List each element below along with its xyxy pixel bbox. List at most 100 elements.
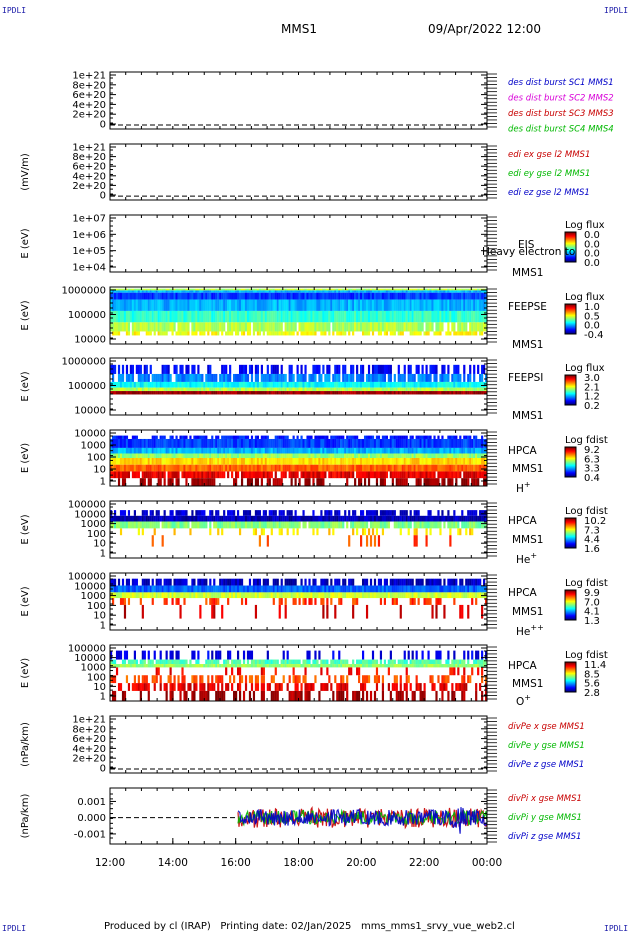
spectrogram-cell (330, 292, 333, 300)
spectrogram-cell (223, 510, 226, 516)
spectrogram-cell (183, 592, 186, 599)
spectrogram-cell (415, 290, 418, 293)
spectrogram-cell (252, 299, 256, 311)
spectrogram-cell (296, 515, 299, 522)
spectrogram-cell (441, 292, 444, 300)
spectrogram-cell (276, 438, 279, 448)
spectrogram-cell (324, 458, 327, 465)
spectrogram-cell (298, 453, 301, 458)
spectrogram-cell (360, 364, 363, 374)
spectrogram-cell (290, 453, 293, 458)
spectrogram-cell (326, 458, 329, 465)
spectrogram-cell (163, 435, 166, 439)
spectrogram-cell (175, 592, 178, 599)
spectrogram-cell (260, 299, 263, 311)
spectrogram-cell (322, 585, 325, 593)
spectrogram-cell (441, 447, 444, 454)
spectrogram-cell (336, 458, 339, 465)
spectrogram-cell (294, 322, 297, 332)
spectrogram-cell (395, 292, 398, 300)
spectrogram-cell (123, 458, 127, 465)
spectrogram-cell (348, 458, 351, 465)
spectrogram-cell (244, 521, 248, 529)
spectrogram-cell (187, 521, 190, 529)
spectrogram-cell (379, 585, 383, 593)
spectrogram-cell (159, 453, 162, 458)
spectrogram-cell (360, 387, 363, 392)
spectrogram-cell (248, 288, 252, 291)
spectrogram-cell (437, 515, 440, 522)
spectrogram-cell (316, 381, 319, 388)
colorbar-cell (565, 242, 576, 244)
spectrogram-cell (383, 464, 386, 472)
spectrogram-cell (133, 438, 136, 448)
spectrogram-cell (268, 453, 271, 458)
spectrogram-cell (385, 471, 388, 479)
spectrogram-cell (217, 290, 220, 293)
spectrogram-cell (274, 578, 277, 586)
spectrogram-cell (453, 435, 456, 439)
spectrogram-cell (201, 438, 204, 448)
spectrogram-cell (399, 453, 402, 458)
spectrogram-cell (401, 458, 404, 465)
spectrogram-cell (423, 381, 426, 388)
spectrogram-cell (284, 435, 287, 439)
spectrogram-cell (121, 290, 125, 293)
spectrogram-cell (296, 453, 299, 458)
spectrogram-cell (437, 510, 440, 516)
spectrogram-cell (284, 604, 287, 619)
spectrogram-cell (195, 478, 198, 486)
spectrogram-cell (125, 292, 129, 300)
spectrogram-cell (185, 288, 188, 291)
spectrogram-cell (111, 381, 115, 388)
spectrogram-cell (235, 447, 238, 454)
spectrogram-cell (236, 438, 240, 448)
spectrogram-cell (286, 391, 289, 395)
spectrogram-cell (334, 464, 337, 472)
spectrogram-cell (274, 435, 277, 439)
spectrogram-cell (441, 381, 444, 388)
spectrogram-cell (455, 387, 458, 392)
spectrogram-cell (256, 288, 260, 291)
spectrogram-cell (411, 438, 414, 448)
spectrogram-cell (203, 391, 206, 395)
spectrogram-cell (125, 331, 129, 336)
spectrogram-cell (179, 515, 182, 522)
spectrogram-cell (155, 447, 158, 454)
spectrogram-cell (260, 471, 263, 479)
spectrogram-cell (147, 290, 150, 293)
spectrogram-cell (433, 292, 436, 300)
spectrogram-cell (294, 288, 297, 291)
spectrogram-cell (361, 510, 365, 516)
spectrogram-cell (165, 373, 168, 382)
spectrogram-cell (377, 435, 381, 439)
spectrogram-cell (435, 453, 438, 458)
spectrogram-cell (286, 387, 289, 392)
spectrogram-cell (320, 292, 323, 300)
spectrogram-cell (173, 578, 176, 586)
colorbar-tick-label: 0.0 (584, 230, 600, 241)
spectrogram-cell (163, 290, 166, 293)
spectrogram-cell (185, 322, 188, 332)
spectrogram-cell (242, 447, 246, 454)
spectrogram-cell (125, 299, 129, 311)
spectrogram-cell (318, 322, 321, 332)
spectrogram-cell (163, 288, 166, 291)
spectrogram-cell (342, 453, 345, 458)
spectrogram-cell (121, 453, 125, 458)
spectrogram-cell (286, 447, 289, 454)
spectrogram-cell (413, 373, 416, 382)
spectrogram-cell (225, 364, 228, 374)
colorbar-cell (565, 539, 576, 541)
spectrogram-cell (352, 391, 355, 395)
spectrogram-cell (467, 435, 470, 439)
spectrogram-cell (254, 435, 258, 439)
spectrogram-cell (356, 322, 359, 332)
spectrogram-cell (292, 322, 295, 332)
spectrogram-cell (342, 387, 345, 392)
spectrogram-cell (354, 598, 357, 605)
spectrogram-cell (427, 288, 430, 291)
spectrogram-cell (429, 510, 432, 516)
spectrogram-cell (469, 381, 472, 388)
instrument-label: HPCA (508, 445, 538, 457)
